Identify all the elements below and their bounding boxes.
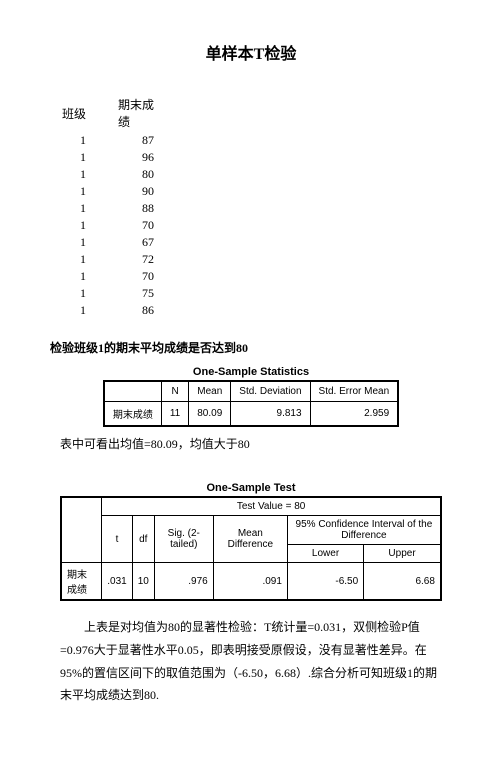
table-cell: 75 <box>116 285 164 302</box>
page-title: 单样本T检验 <box>50 40 452 64</box>
test-meandiff: .091 <box>213 563 287 601</box>
table-cell: 1 <box>60 183 116 200</box>
stats-head-mean: Mean <box>189 381 231 402</box>
section-heading: 检验班级1的期末平均成绩是否达到80 <box>50 339 452 356</box>
test-sig: .976 <box>154 563 213 601</box>
table-cell: 87 <box>116 132 164 149</box>
test-value-label: Test Value = 80 <box>102 497 441 516</box>
table-cell: 1 <box>60 302 116 319</box>
table-cell: 1 <box>60 200 116 217</box>
test-caption: One-Sample Test <box>50 482 452 494</box>
table-cell: 80 <box>116 166 164 183</box>
table-cell: 1 <box>60 268 116 285</box>
stats-se: 2.959 <box>310 402 398 427</box>
stats-head-blank <box>104 381 162 402</box>
table-cell: 1 <box>60 217 116 234</box>
test-lower: -6.50 <box>287 563 363 601</box>
table-cell: 1 <box>60 285 116 302</box>
stats-head-n: N <box>161 381 188 402</box>
test-head-upper: Upper <box>364 545 441 563</box>
test-head-df: df <box>132 516 154 563</box>
table-cell: 70 <box>116 268 164 285</box>
test-head-meandiff: Mean Difference <box>213 516 287 563</box>
stats-row-label: 期末成绩 <box>104 402 162 427</box>
stats-sd: 9.813 <box>231 402 310 427</box>
analysis-paragraph: 上表是对均值为80的显著性检验：T统计量=0.031，双侧检验P值=0.976大… <box>60 616 442 707</box>
table-cell: 86 <box>116 302 164 319</box>
table-cell: 72 <box>116 251 164 268</box>
stats-table: N Mean Std. Deviation Std. Error Mean 期末… <box>103 380 399 427</box>
stats-n: 11 <box>161 402 188 427</box>
stats-caption: One-Sample Statistics <box>50 366 452 378</box>
table-cell: 1 <box>60 234 116 251</box>
table-cell: 1 <box>60 166 116 183</box>
col2-header: 期末成 绩 <box>116 94 164 132</box>
test-ci-label: 95% Confidence Interval of the Differenc… <box>287 516 441 545</box>
table-cell: 90 <box>116 183 164 200</box>
test-upper: 6.68 <box>364 563 441 601</box>
test-head-t: t <box>102 516 132 563</box>
col1-header: 班级 <box>60 94 116 132</box>
table-cell: 70 <box>116 217 164 234</box>
table-cell: 1 <box>60 132 116 149</box>
test-row-label: 期末成绩 <box>61 563 102 601</box>
raw-data-table: 班级 期末成 绩 1871961801901881701671721701751… <box>60 94 164 319</box>
note-1: 表中可看出均值=80.09，均值大于80 <box>60 435 452 452</box>
table-cell: 1 <box>60 251 116 268</box>
stats-mean: 80.09 <box>189 402 231 427</box>
stats-head-sd: Std. Deviation <box>231 381 310 402</box>
test-head-sig: Sig. (2-tailed) <box>154 516 213 563</box>
test-t: .031 <box>102 563 132 601</box>
test-df: 10 <box>132 563 154 601</box>
test-table: Test Value = 80 t df Sig. (2-tailed) Mea… <box>60 496 442 601</box>
table-cell: 88 <box>116 200 164 217</box>
test-head-blank <box>61 497 102 563</box>
table-cell: 1 <box>60 149 116 166</box>
raw-data-body: 187196180190188170167172170175186 <box>60 132 164 319</box>
table-cell: 67 <box>116 234 164 251</box>
test-head-lower: Lower <box>287 545 363 563</box>
stats-head-se: Std. Error Mean <box>310 381 398 402</box>
table-cell: 96 <box>116 149 164 166</box>
